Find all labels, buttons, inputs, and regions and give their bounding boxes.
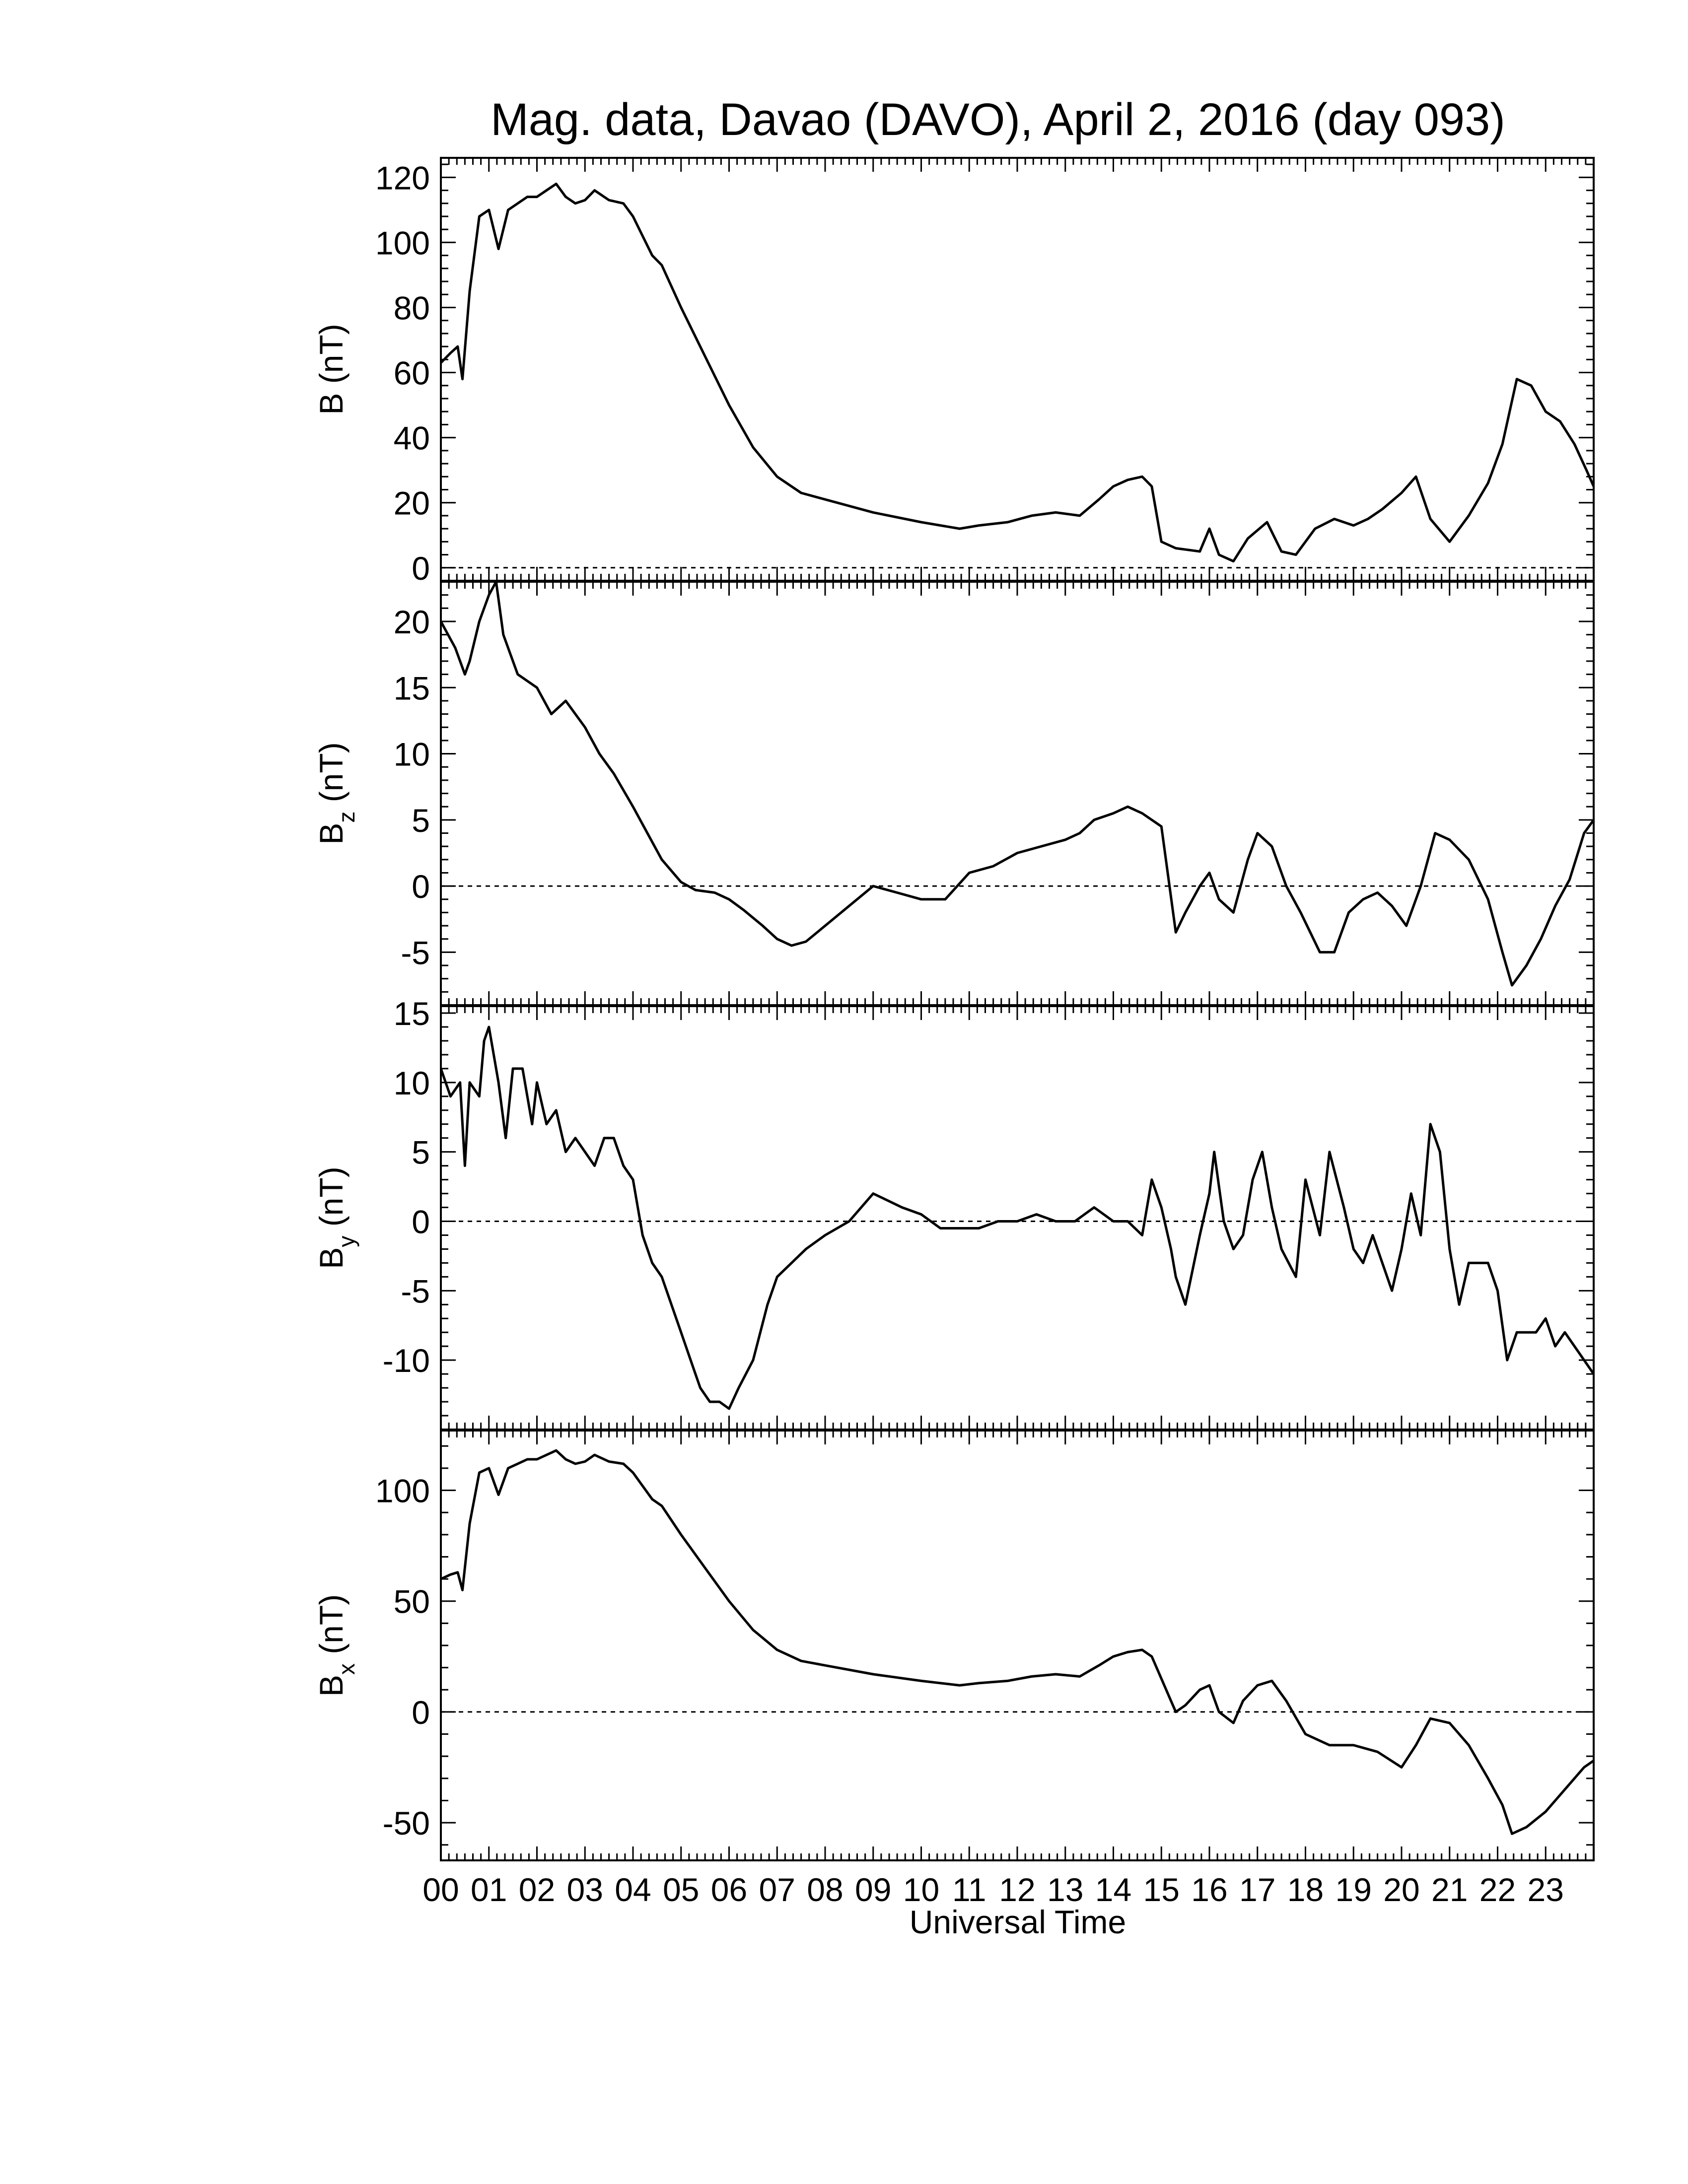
x-tick-label: 23	[1528, 1871, 1564, 1908]
x-tick-label: 19	[1336, 1871, 1372, 1908]
y-label-subscript: y	[334, 1236, 359, 1247]
y-tick-label-B: 20	[394, 485, 430, 522]
y-tick-label-By: 5	[412, 1134, 430, 1171]
y-label-main: B	[313, 1675, 350, 1697]
x-tick-label: 03	[567, 1871, 603, 1908]
y-tick-label-Bz: 0	[412, 868, 430, 905]
x-tick-label: 01	[471, 1871, 507, 1908]
y-tick-label-B: 100	[375, 224, 430, 261]
x-tick-label: 12	[999, 1871, 1035, 1908]
y-label-main: B	[313, 823, 350, 845]
series-line-Bz	[441, 582, 1594, 987]
x-tick-label: 18	[1287, 1871, 1324, 1908]
y-tick-label-Bx: -50	[383, 1805, 430, 1842]
x-tick-label: 05	[663, 1871, 699, 1908]
y-label-unit: (nT)	[313, 324, 350, 393]
y-tick-label-By: 10	[394, 1065, 430, 1101]
x-tick-label: 04	[615, 1871, 651, 1908]
y-tick-label-B: 0	[412, 550, 430, 587]
panel-By: -10 -5 0 5 10 15 By (nT)	[313, 995, 1595, 1431]
y-label-subscript: x	[334, 1663, 359, 1675]
x-tick-label: 10	[903, 1871, 939, 1908]
x-tick-label: 22	[1479, 1871, 1516, 1908]
y-tick-label-Bz: 5	[412, 802, 430, 839]
y-tick-label-Bz: 10	[394, 736, 430, 773]
y-tick-label-B: 80	[394, 289, 430, 326]
x-tick-label: 00	[422, 1871, 459, 1908]
x-tick-label: 17	[1239, 1871, 1275, 1908]
series-line-B	[441, 182, 1594, 563]
x-tick-label: 06	[711, 1871, 747, 1908]
y-tick-label-Bz: 20	[394, 604, 430, 640]
y-tick-label-B: 60	[394, 355, 430, 392]
x-tick-label: 09	[855, 1871, 891, 1908]
panel-Bz: -5 0 5 10 15 20 Bz (nT)	[313, 581, 1595, 1006]
y-label-unit: (nT)	[313, 1166, 350, 1235]
x-axis-label: Universal Time	[910, 1904, 1126, 1940]
x-tick-label: 20	[1383, 1871, 1419, 1908]
y-label-main: B	[313, 393, 350, 415]
y-label-unit: (nT)	[313, 1594, 350, 1663]
y-label-subscript: z	[334, 812, 359, 823]
x-tick-label: 02	[519, 1871, 555, 1908]
series-line-By	[441, 1025, 1594, 1410]
x-tick-label: 21	[1431, 1871, 1468, 1908]
x-tick-label: 14	[1095, 1871, 1131, 1908]
y-tick-label-By: 0	[412, 1203, 430, 1240]
y-tick-label-Bz: 15	[394, 670, 430, 706]
y-label-unit: (nT)	[313, 742, 350, 811]
y-tick-label-Bx: 100	[375, 1473, 430, 1509]
y-axis-label-By: By (nT)	[313, 1166, 359, 1269]
x-tick-label: 07	[759, 1871, 795, 1908]
y-tick-label-By: -10	[383, 1342, 430, 1379]
x-axis: 00 01 02 03 04 05 06 07 08 09 10 11 12 13 14 15 16 17 18 19…	[422, 1871, 1564, 1908]
y-axis-label-Bz: Bz (nT)	[313, 742, 359, 844]
y-axis-label-Bx: Bx (nT)	[313, 1594, 359, 1697]
panel-Bx: -50 0 50 100 Bx (nT)	[313, 1430, 1595, 1861]
x-tick-label: 13	[1047, 1871, 1083, 1908]
y-tick-label-By: -5	[401, 1273, 430, 1309]
x-tick-label: 11	[952, 1871, 986, 1908]
y-label-main: B	[313, 1247, 350, 1269]
chart-title: Mag. data, Davao (DAVO), April 2, 2016 (…	[491, 94, 1505, 145]
y-tick-label-B: 120	[375, 159, 430, 196]
y-tick-label-Bx: 50	[394, 1583, 430, 1620]
y-tick-label-By: 15	[394, 995, 430, 1032]
y-tick-label-Bx: 0	[412, 1694, 430, 1731]
series-line-Bx	[441, 1449, 1594, 1835]
y-tick-label-Bz: -5	[401, 934, 430, 971]
y-tick-label-B: 40	[394, 420, 430, 457]
panel-B: 0 20 40 60 80 100 120 B (nT)	[313, 157, 1595, 587]
x-tick-label: 16	[1191, 1871, 1227, 1908]
y-axis-label-B: B (nT)	[313, 324, 350, 414]
x-tick-label: 08	[807, 1871, 843, 1908]
x-tick-label: 15	[1143, 1871, 1180, 1908]
